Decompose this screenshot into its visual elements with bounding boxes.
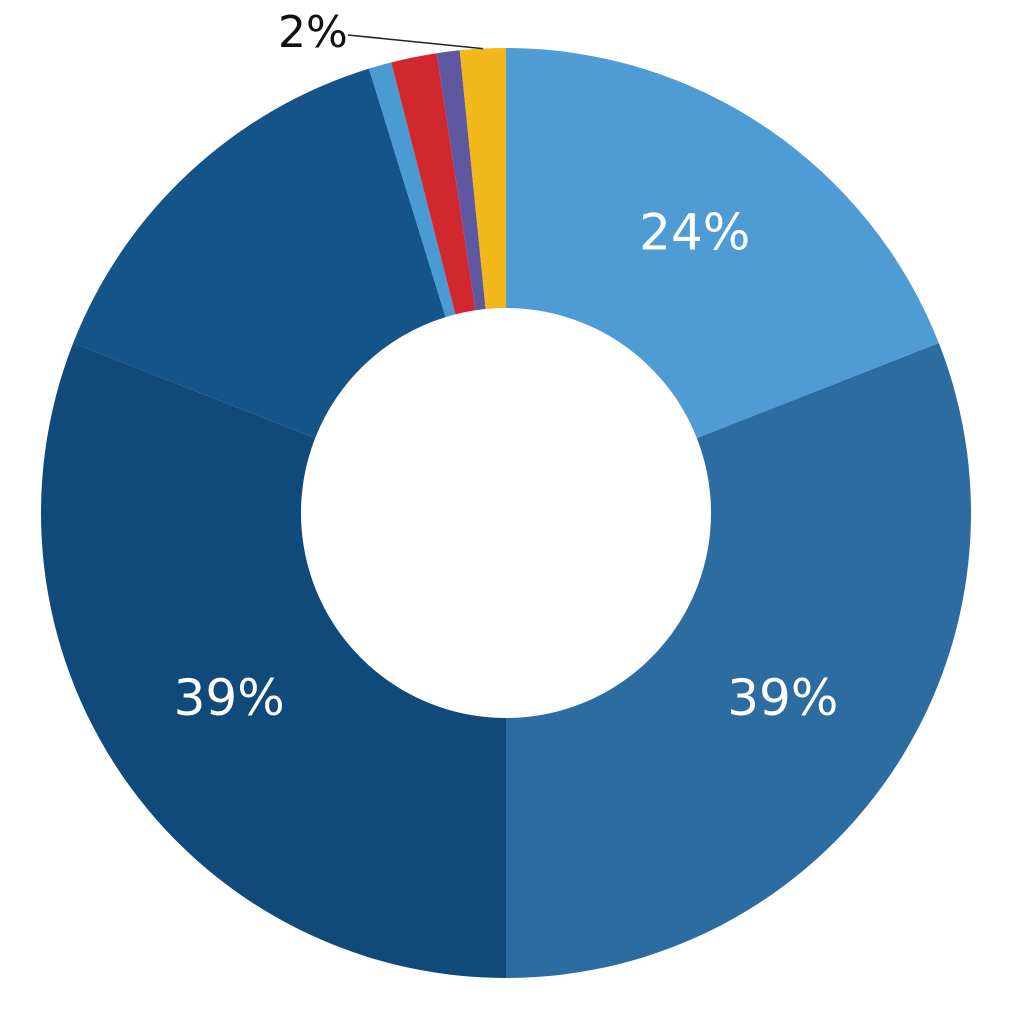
donut-segment [368, 62, 456, 318]
donut-segment [506, 343, 972, 979]
donut-segment [391, 53, 476, 315]
value-label: 39% [727, 669, 838, 727]
value-label: 39% [174, 669, 285, 727]
value-label: 24% [639, 204, 750, 262]
leader-line [347, 34, 483, 50]
donut-segment [459, 48, 506, 310]
donut-segment [436, 50, 486, 311]
donut-segment [506, 48, 939, 439]
value-label: 2% [278, 7, 348, 58]
donut-segment [40, 343, 507, 978]
donut-segment [73, 68, 446, 439]
